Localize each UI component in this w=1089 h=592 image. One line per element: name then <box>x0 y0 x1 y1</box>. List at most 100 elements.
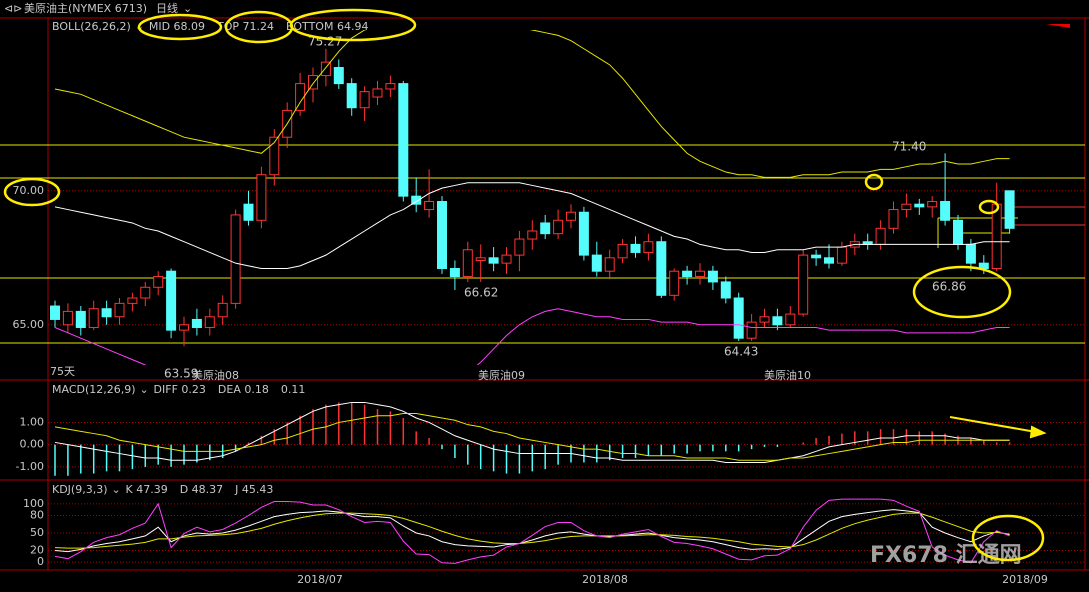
candle-body <box>179 324 189 331</box>
candle-body <box>346 83 357 109</box>
legend-entry: J 45.43 <box>234 483 273 496</box>
candle-body <box>527 230 538 240</box>
annotation: 66.62 <box>464 286 498 300</box>
x-tick-label: 2018/08 <box>582 573 628 586</box>
candle-body <box>1004 190 1015 229</box>
candle-body <box>424 201 435 211</box>
watermark: FX678 汇通网 <box>870 543 1022 568</box>
candle-body <box>772 316 783 326</box>
candle-body <box>656 241 667 296</box>
candle-body <box>127 297 138 304</box>
candle-body <box>398 83 409 197</box>
legend-entry: K 47.39 <box>126 483 168 496</box>
candle-body <box>514 238 525 256</box>
legend-entry: DIFF 0.23 <box>154 383 206 396</box>
candle-body <box>875 227 886 245</box>
series-line <box>54 509 1010 553</box>
series-line <box>54 413 1010 461</box>
candle-body <box>888 209 899 229</box>
header-period[interactable]: 日线 <box>156 1 178 15</box>
candle-body <box>746 321 757 339</box>
annotation: 66.86 <box>932 280 966 294</box>
candle-body <box>643 241 654 253</box>
contract-label: 美原油10 <box>764 368 811 382</box>
candle-body <box>604 257 615 272</box>
candle-body <box>566 211 576 221</box>
annotation: 63.59 <box>164 367 198 381</box>
candle-body <box>591 254 602 272</box>
candle-body <box>62 310 73 326</box>
y-tick-label: -1.00 <box>16 460 44 473</box>
candle-body <box>411 195 422 205</box>
contract-label: 美原油09 <box>478 368 525 382</box>
highlight-circles <box>3 8 1045 562</box>
y-tick-label: 100 <box>23 497 44 510</box>
candle-body <box>501 254 512 264</box>
dropdown-arrow[interactable]: ⌄ <box>140 383 149 396</box>
legend-entry: BOTTOM 64.94 <box>286 20 368 33</box>
corner-marker <box>1046 24 1070 28</box>
plot-area <box>50 30 1015 365</box>
back-icon[interactable]: ⊲⊳ <box>4 2 22 15</box>
candle-body <box>50 305 60 320</box>
x-tick-label: 2018/07 <box>297 573 343 586</box>
candle-body <box>488 257 499 264</box>
candle-body <box>217 302 228 318</box>
x-tick-label: 2018/09 <box>1002 573 1048 586</box>
candle-body <box>385 83 396 90</box>
plot-area <box>54 498 1010 564</box>
candle-body <box>295 83 306 111</box>
candle-body <box>320 61 331 77</box>
indicator-label: KDJ(9,3,3) <box>52 483 108 496</box>
series-line <box>54 512 1010 549</box>
candle-body <box>630 243 641 253</box>
candle-body <box>785 313 796 326</box>
legend-entry: DEA 0.18 <box>218 383 269 396</box>
series-line <box>54 182 1010 270</box>
series-line <box>54 498 1010 564</box>
candle-body <box>101 308 112 318</box>
candle-body <box>707 270 718 283</box>
annotation: 64.43 <box>724 345 758 359</box>
candle-body <box>475 257 486 261</box>
candle-body <box>901 203 912 211</box>
contract-label: 美原油08 <box>192 368 239 382</box>
y-tick-label: 1.00 <box>20 415 45 428</box>
y-tick-label: 20 <box>30 544 44 557</box>
candle-body <box>88 308 99 328</box>
candle-body <box>204 316 215 328</box>
candle-body <box>269 136 280 176</box>
series-line <box>54 401 1010 463</box>
candle-body <box>449 268 460 278</box>
trend-arrow <box>949 416 1047 439</box>
candle-body <box>940 201 951 221</box>
candle-body <box>256 174 267 221</box>
y-tick-label: 50 <box>30 526 44 539</box>
dropdown-arrow[interactable]: ⌄ <box>112 483 121 496</box>
legend-entry: D 48.37 <box>180 483 223 496</box>
candle-body <box>333 67 344 85</box>
candle-body <box>617 243 628 259</box>
candle-body <box>811 254 822 259</box>
candle-body <box>166 270 177 331</box>
candle-body <box>191 318 202 328</box>
candle-body <box>927 201 938 208</box>
candle-body <box>824 257 834 264</box>
legend-entry: TOP 71.24 <box>216 20 274 33</box>
candle-body <box>243 203 254 221</box>
dropdown-arrow[interactable]: ⌄ <box>183 2 192 15</box>
candle-body <box>695 270 705 278</box>
candle-body <box>230 214 241 304</box>
indicator-label: BOLL(26,26,2) <box>52 20 131 33</box>
candle-body <box>553 219 564 235</box>
candle-body <box>540 222 551 235</box>
candle-body <box>359 91 370 109</box>
legend-entry: 0.11 <box>281 383 306 396</box>
candle-body <box>153 276 164 288</box>
plot-area <box>54 401 1011 476</box>
series-line <box>54 308 1010 365</box>
candle-body <box>720 281 731 299</box>
candle-body <box>140 286 151 299</box>
